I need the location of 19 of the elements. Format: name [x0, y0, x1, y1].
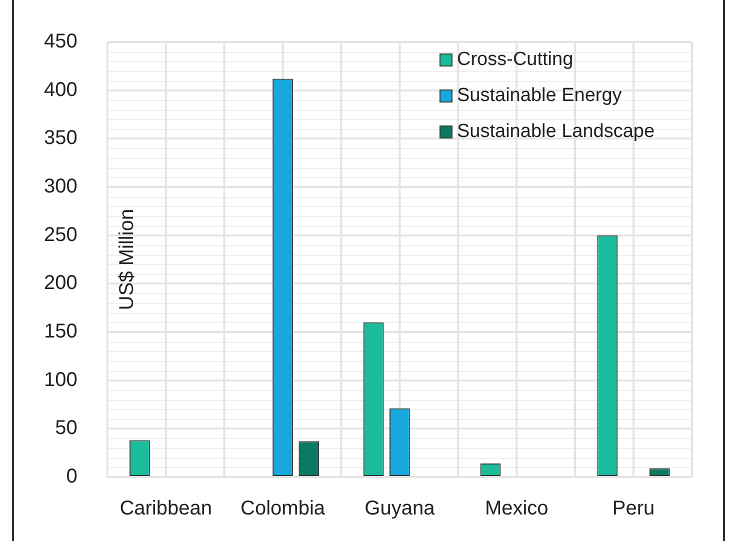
y-tick-label: 0 — [66, 466, 78, 488]
y-tick-label: 200 — [44, 272, 78, 294]
y-tick-label: 150 — [44, 320, 78, 343]
legend-label: Cross-Cutting — [457, 49, 574, 70]
y-axis-title: US$ Million — [116, 208, 138, 310]
x-tick-label: Mexico — [484, 498, 548, 520]
x-tick-label: Peru — [612, 498, 655, 520]
y-tick-label: 250 — [44, 224, 78, 246]
y-tick-label: 400 — [44, 78, 78, 101]
y-tick-label: 50 — [55, 417, 78, 440]
y-tick-label: 450 — [44, 30, 78, 53]
x-tick-label: Colombia — [240, 498, 326, 520]
x-tick-label: Guyana — [364, 498, 436, 520]
legend-label: Sustainable Energy — [457, 85, 622, 106]
y-tick-label: 350 — [44, 127, 78, 150]
y-tick-label: 100 — [44, 368, 78, 391]
x-tick-label: Caribbean — [120, 498, 212, 520]
legend-label: Sustainable Landscape — [457, 121, 655, 142]
y-tick-label: 300 — [44, 176, 78, 198]
